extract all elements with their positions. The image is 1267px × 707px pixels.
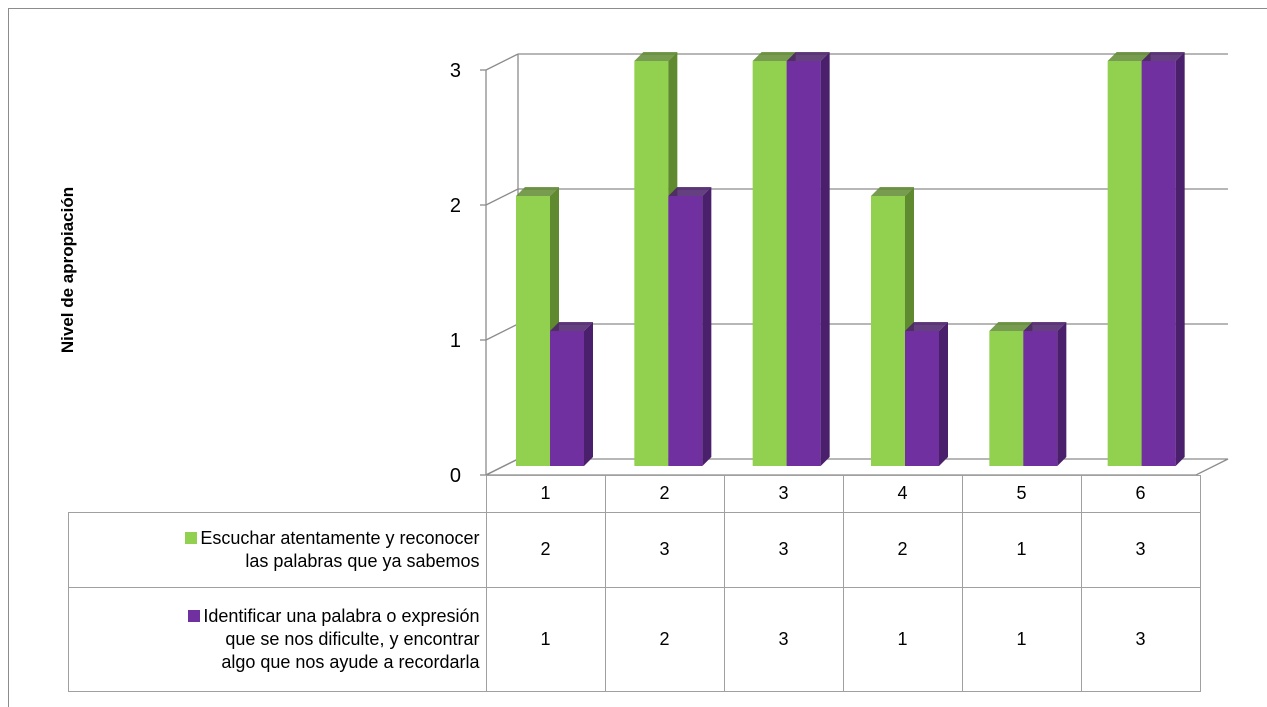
series-2-name-line-1: Identificar una palabra o expresión	[203, 605, 480, 626]
bar-s1-c6-top	[1107, 52, 1151, 61]
data-table: 1 2 3 4 5 6 Escuchar atentamente y recon…	[68, 475, 1201, 692]
bar-s2-c3-front	[786, 61, 821, 466]
category-1: 1	[485, 475, 606, 513]
bar-s2-c3-side	[820, 52, 830, 466]
legend-swatch-green	[185, 531, 198, 544]
category-6: 6	[1080, 475, 1201, 513]
bar-s2-c4-front	[905, 331, 939, 466]
value-s1-c2: 3	[604, 511, 725, 588]
table-header-row: 1 2 3 4 5 6	[68, 475, 1201, 513]
y-tick-label-2: 2	[450, 195, 461, 217]
series-1-name-line-2: las palabras que ya sabemos	[245, 550, 480, 571]
bar-s2-c5-side	[1057, 322, 1067, 466]
bar-s2-c3-top	[786, 52, 830, 61]
bar-s2-c6-side	[1175, 52, 1185, 466]
value-s1-c1: 2	[485, 511, 606, 588]
category-4: 4	[842, 475, 963, 513]
value-s2-c2: 2	[604, 586, 725, 692]
bar-s1-c3-front	[752, 61, 787, 466]
bar-s2-c5-front	[1023, 331, 1058, 466]
y-tick-label-3: 3	[450, 60, 461, 82]
bar-s2-c2-side	[702, 187, 712, 466]
floor-plane	[485, 458, 1229, 476]
bar-s2-c5-top	[1023, 322, 1067, 331]
value-s2-c5: 1	[961, 586, 1082, 692]
category-3: 3	[723, 475, 844, 513]
bar-s1-c2-top	[634, 52, 678, 61]
bar-s2-c1-side	[584, 322, 593, 466]
bar-s1-c6-front	[1107, 61, 1142, 466]
y-tick-label-1: 1	[450, 330, 461, 352]
bar-s1-c5-front	[989, 331, 1024, 466]
category-5: 5	[961, 475, 1082, 513]
value-s1-c3: 3	[723, 511, 844, 588]
bar-s1-c3-top	[752, 52, 796, 61]
legend-series-2: Identificar una palabra o expresión que …	[68, 586, 487, 692]
legend-series-1: Escuchar atentamente y reconocer las pal…	[68, 511, 487, 588]
value-s2-c6: 3	[1080, 586, 1201, 692]
bar-s2-c1-front	[550, 331, 584, 466]
series-2-name-line-2: que se nos dificulte, y encontrar	[225, 628, 480, 649]
table-row-series-1: Escuchar atentamente y reconocer las pal…	[68, 511, 1201, 588]
bar-s2-c6-front	[1141, 61, 1176, 466]
bar-s1-c5-top	[989, 322, 1033, 331]
value-s1-c4: 2	[842, 511, 963, 588]
series-1-name-line-1: Escuchar atentamente y reconocer	[200, 527, 480, 548]
bar-s2-c6-top	[1141, 52, 1185, 61]
value-s2-c4: 1	[842, 586, 963, 692]
value-s2-c1: 1	[485, 586, 606, 692]
bar-s2-c1-top	[550, 322, 593, 331]
y-axis-label: Nivel de apropiación	[58, 186, 77, 354]
value-s1-c6: 3	[1080, 511, 1201, 588]
wall-edge-1	[485, 323, 519, 341]
legend-swatch-purple	[188, 609, 201, 622]
bar-s1-c2-front	[634, 61, 669, 466]
table-row-series-2: Identificar una palabra o expresión que …	[68, 586, 1201, 692]
bar-s2-c4-top	[905, 322, 948, 331]
category-2: 2	[604, 475, 725, 513]
wall-edge-3	[485, 53, 519, 71]
value-s2-c3: 3	[723, 586, 844, 692]
bar-s2-c2-front	[668, 196, 703, 466]
bar-s1-c4-top	[871, 187, 914, 196]
bar-s1-c4-front	[871, 196, 905, 466]
value-s1-c5: 1	[961, 511, 1082, 588]
series-2-name-line-3: algo que nos ayude a recordarla	[221, 651, 480, 672]
table-corner	[68, 475, 487, 513]
bar-s1-c1-front	[516, 196, 550, 466]
bar-s1-c1-top	[516, 187, 559, 196]
chart-frame	[8, 8, 1267, 707]
bar-s2-c2-top	[668, 187, 712, 196]
bar-s2-c4-side	[939, 322, 948, 466]
wall-edge-2	[485, 188, 519, 206]
